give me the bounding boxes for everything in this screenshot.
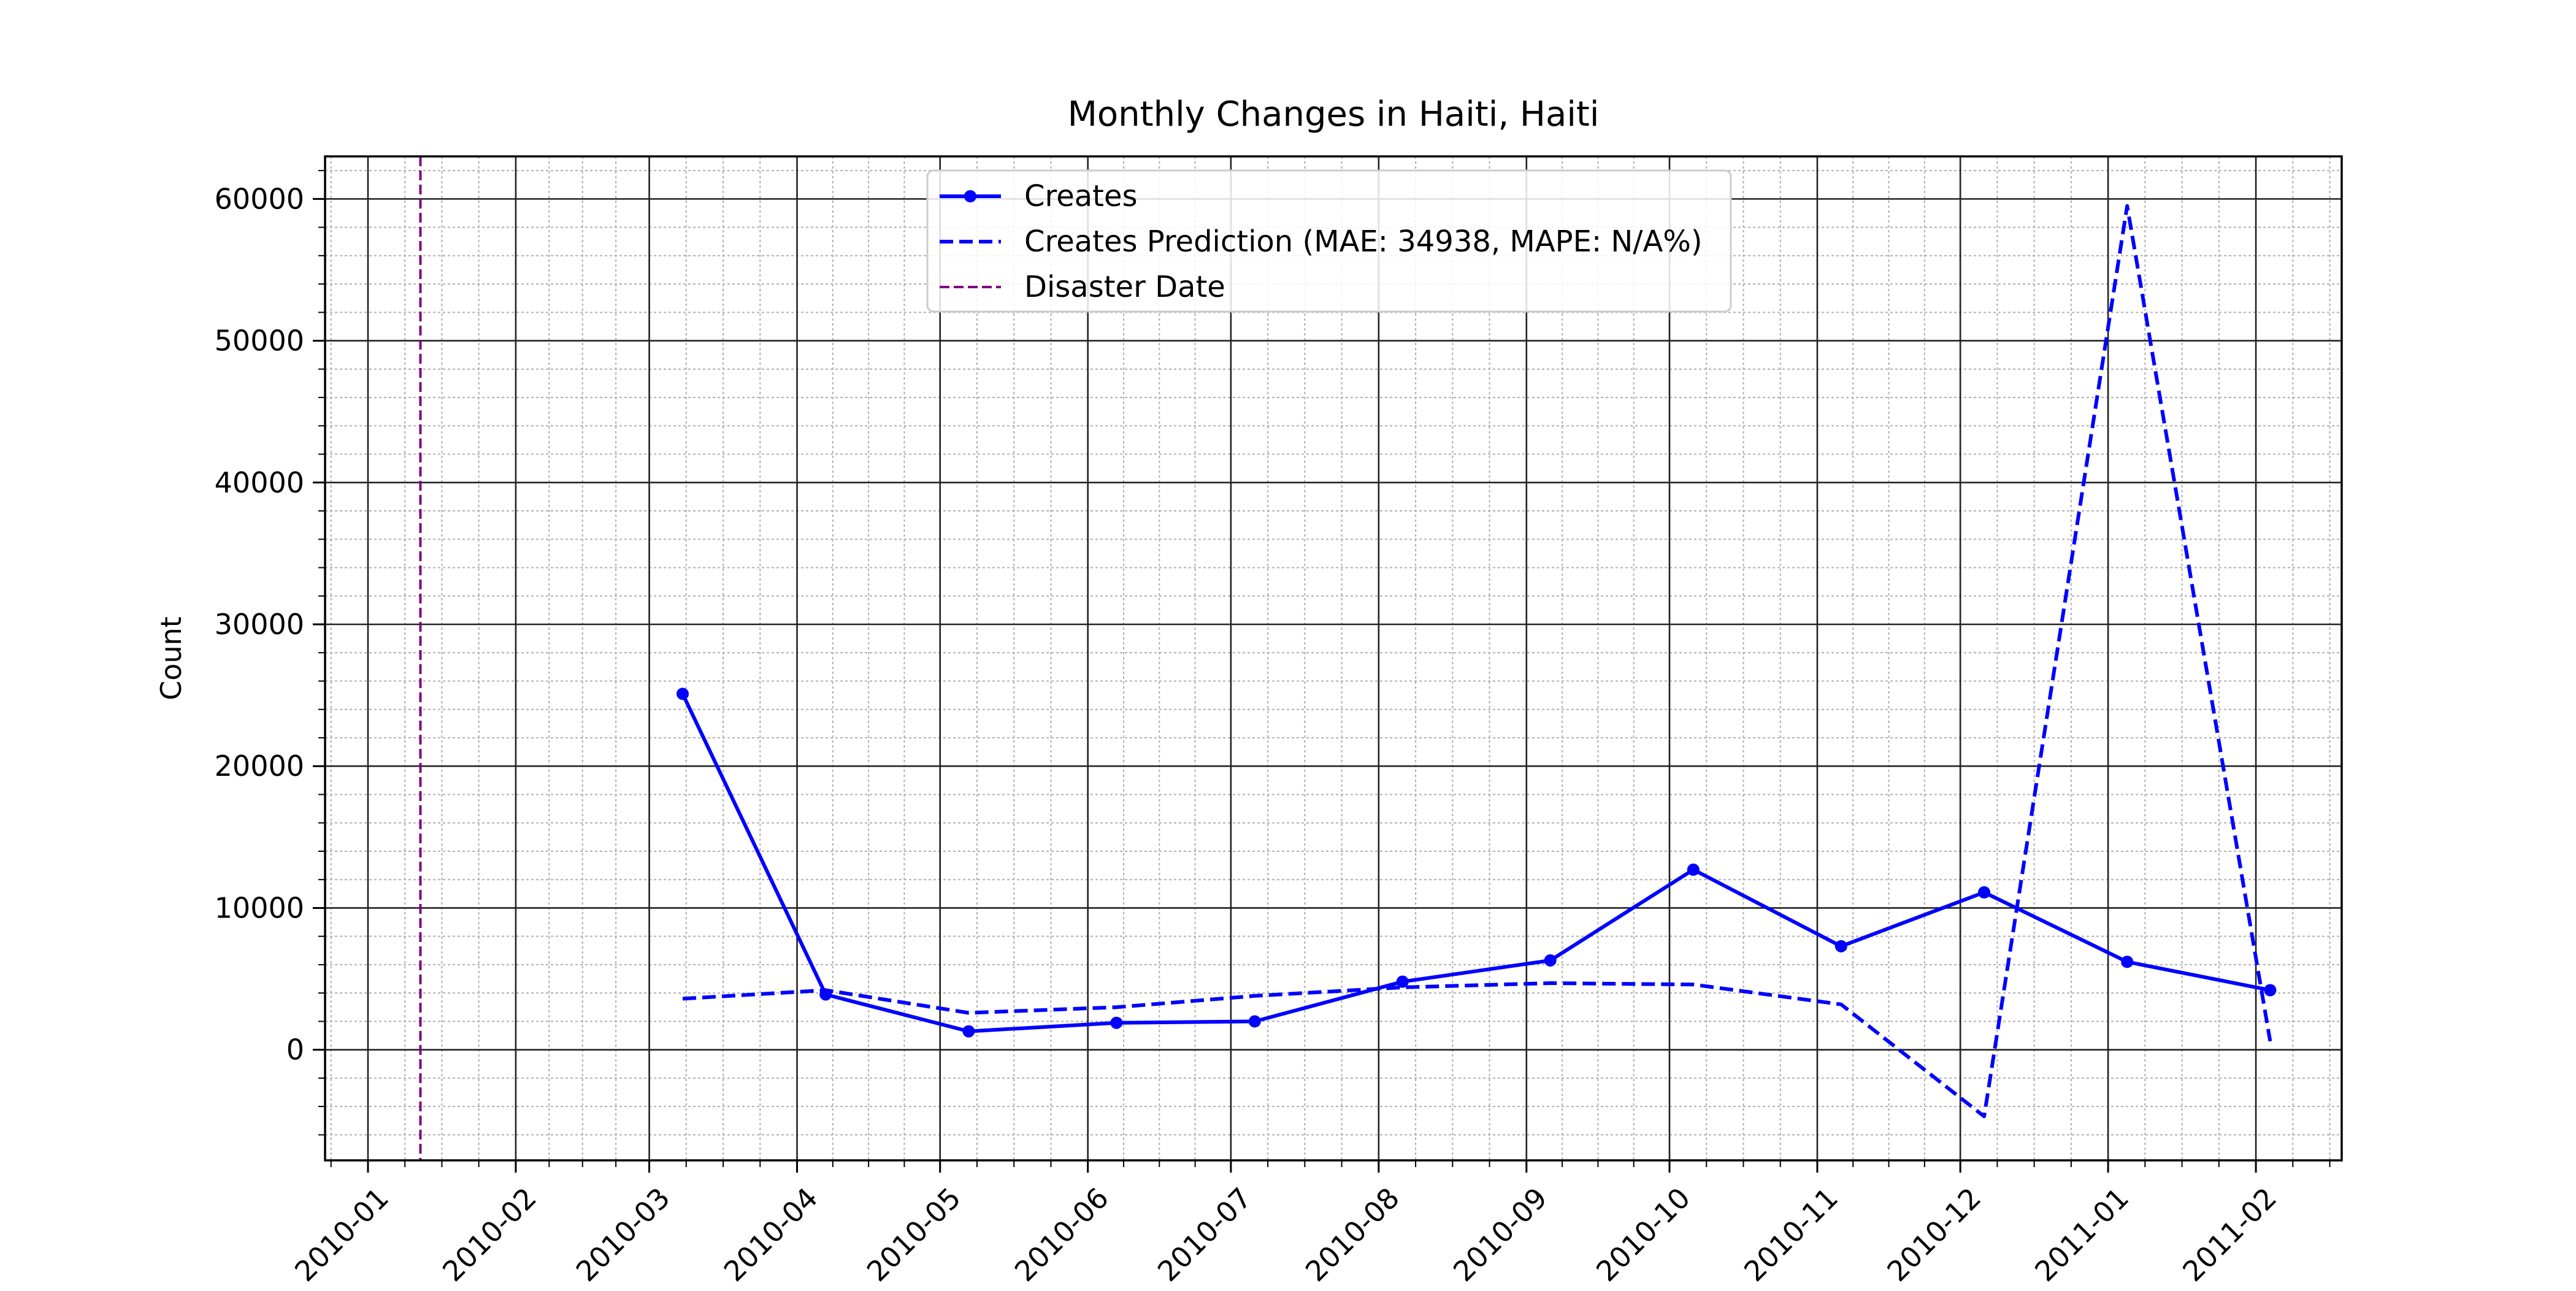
y-tick-label: 0 (286, 1033, 304, 1067)
y-tick-label: 40000 (215, 466, 304, 499)
legend-creates-marker (964, 190, 976, 202)
y-tick-label: 60000 (215, 182, 304, 215)
creates-point (1396, 975, 1409, 988)
creates-line (681, 693, 2271, 1033)
chart-title: Monthly Changes in Haiti, Haiti (1068, 94, 1600, 134)
legend-disaster-label: Disaster Date (1024, 270, 1225, 304)
y-axis-label: Count (155, 616, 188, 700)
creates-point (1687, 864, 1700, 876)
creates-point (1978, 886, 1991, 899)
creates-point (676, 688, 689, 700)
creates-point (962, 1025, 975, 1038)
creates-point (1544, 954, 1557, 967)
y-tick-label: 10000 (215, 891, 304, 924)
y-tick-label: 30000 (215, 608, 304, 641)
y-tick-label: 50000 (215, 324, 304, 358)
creates-point (1834, 940, 1847, 952)
plot-frame (324, 155, 2343, 1162)
creates-prediction-line (682, 204, 2272, 1119)
legend-creates-label: Creates (1024, 179, 1138, 213)
creates-point (2264, 984, 2277, 997)
legend-prediction-label: Creates Prediction (MAE: 34938, MAPE: N/… (1024, 224, 1703, 259)
creates-point (1110, 1016, 1123, 1029)
legend-box (926, 169, 1732, 313)
creates-point (2121, 956, 2134, 968)
y-tick-label: 20000 (215, 749, 304, 783)
creates-point (1248, 1015, 1261, 1028)
